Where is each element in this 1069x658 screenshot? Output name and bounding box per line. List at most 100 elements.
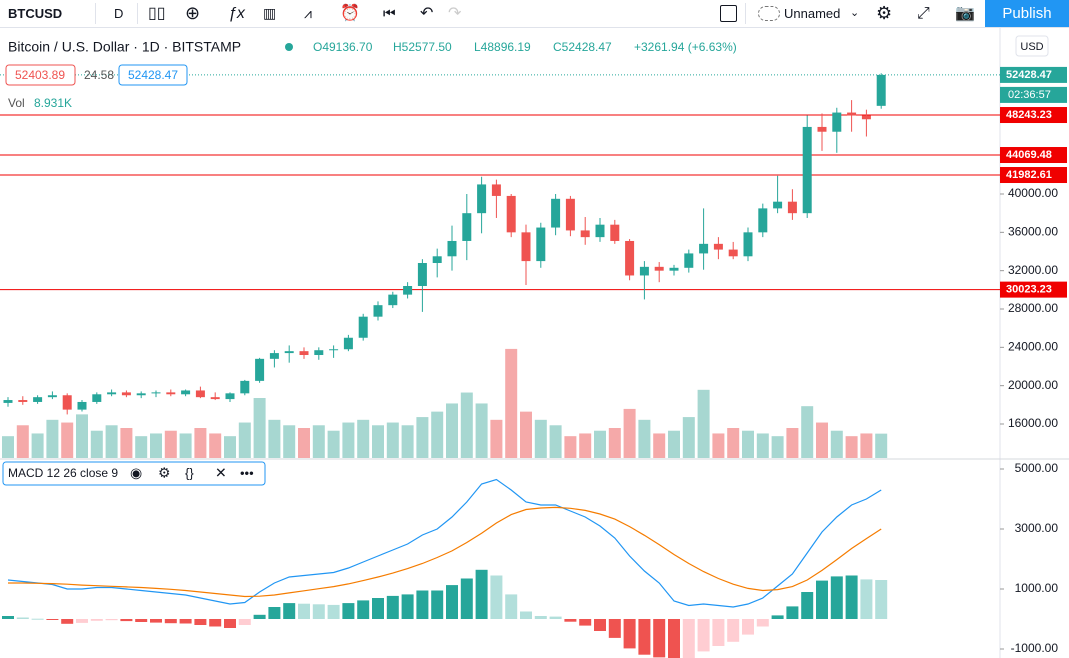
more-icon[interactable]: •••	[240, 465, 254, 480]
histogram-bar	[327, 604, 340, 619]
layout-menu[interactable]: ⌄	[850, 7, 860, 19]
templates-button[interactable]: ⩘	[304, 5, 312, 21]
publish-button[interactable]: Publish	[985, 0, 1069, 27]
histogram-bar	[2, 616, 14, 619]
y-tick-label: 20000.00	[1008, 378, 1058, 392]
remove-icon[interactable]: ✕	[215, 465, 227, 481]
volume-bar	[860, 433, 873, 458]
volume-bar	[224, 436, 236, 458]
volume-bar	[756, 433, 769, 458]
histogram-bar	[505, 594, 518, 619]
candle-body	[181, 390, 191, 395]
candle-body	[713, 243, 723, 250]
candle-body	[565, 198, 575, 231]
volume-bar	[505, 348, 518, 458]
candle-body	[151, 392, 161, 394]
volume-bar	[31, 433, 44, 458]
candle-body	[358, 316, 368, 338]
ohlc-close: C52428.47	[553, 40, 612, 54]
y-tick-label: 3000.00	[1015, 521, 1059, 535]
ask-box[interactable]	[118, 64, 188, 86]
separator	[95, 3, 96, 24]
alert-button[interactable]: ⏰	[340, 5, 360, 22]
undo-button[interactable]: ↶	[420, 5, 434, 22]
volume-bar	[76, 414, 88, 458]
replay-button[interactable]: ⏮	[383, 5, 396, 21]
volume-bar	[2, 436, 14, 458]
candle-body	[654, 266, 664, 271]
histogram-bar	[31, 618, 44, 620]
macd-line	[7, 478, 882, 608]
volume-bar	[712, 433, 725, 458]
histogram-bar	[90, 619, 103, 621]
volume-bar	[668, 430, 680, 458]
spread: 24.58	[84, 68, 114, 82]
histogram-bar	[816, 580, 828, 619]
macd-title: MACD 12 26 close 9	[8, 466, 118, 480]
redo-button[interactable]: ↷	[448, 5, 462, 22]
histogram-bar	[312, 604, 325, 619]
histogram-bar	[120, 619, 133, 622]
price-tag-label: 44069.48	[1006, 149, 1052, 161]
source-icon[interactable]: {}	[185, 465, 194, 480]
currency-box[interactable]	[1015, 35, 1049, 57]
candle-body	[373, 305, 383, 317]
volume-bar	[416, 417, 429, 458]
volume-bar	[549, 425, 562, 458]
volume-bar	[845, 436, 858, 458]
volume-bar	[120, 428, 133, 458]
volume-bar	[283, 425, 296, 458]
y-tick-label: 16000.00	[1008, 416, 1058, 430]
candle-body	[551, 198, 561, 228]
settings-button[interactable]: ⚙	[876, 3, 893, 23]
symbol[interactable]: BTCUSD	[8, 6, 63, 21]
bid-box[interactable]	[5, 64, 76, 86]
compare-button[interactable]: ▥	[263, 5, 277, 21]
volume-bar	[342, 422, 355, 458]
volume-bar	[298, 428, 310, 458]
candle-body	[329, 349, 339, 351]
candle-body	[684, 253, 694, 268]
histogram-bar	[61, 619, 74, 624]
ohlc-open: O49136.70	[313, 40, 373, 54]
fx-button[interactable]: ƒx	[228, 5, 245, 22]
histogram-bar	[608, 619, 621, 638]
candle-body	[832, 112, 842, 132]
chart-type-button[interactable]: ▯▯	[148, 5, 166, 22]
histogram-bar	[298, 603, 310, 619]
candle-body	[166, 392, 176, 395]
histogram-bar	[653, 619, 666, 658]
histogram-bar	[268, 607, 281, 619]
volume-bar	[401, 425, 414, 458]
candle-body	[462, 213, 472, 241]
candle-body	[195, 390, 205, 398]
histogram-bar	[845, 575, 858, 619]
last-price-tag	[1000, 66, 1067, 83]
layout-name[interactable]: Unnamed	[784, 6, 841, 21]
volume-bar	[150, 433, 162, 458]
indicator-add-button[interactable]: ⊕	[185, 3, 201, 23]
candle-body	[299, 351, 309, 356]
expand-button[interactable]: ⤢	[917, 5, 930, 22]
settings-icon[interactable]: ⚙	[158, 465, 171, 481]
volume-bar	[801, 406, 814, 458]
countdown-label: 02:36:57	[1008, 89, 1051, 101]
snapshot-button[interactable]: 📷	[955, 5, 975, 22]
candle-body	[758, 208, 768, 233]
histogram-bar	[875, 580, 888, 619]
visibility-icon[interactable]: ◉	[130, 465, 142, 481]
histogram-bar	[194, 619, 207, 625]
fullscreen-button[interactable]	[720, 5, 737, 22]
volume-bar	[623, 408, 636, 458]
macd-legend-box[interactable]	[2, 461, 266, 486]
y-tick-label: -1000.00	[1011, 641, 1059, 655]
candle-body	[92, 394, 102, 402]
histogram-bar	[638, 619, 651, 655]
cloud-icon	[758, 6, 780, 21]
volume-bar	[268, 419, 281, 458]
candle-body	[491, 184, 501, 196]
bid: 52403.89	[15, 68, 65, 82]
interval[interactable]: D	[114, 6, 124, 21]
volume-bar	[446, 403, 458, 458]
histogram-bar	[712, 619, 725, 646]
